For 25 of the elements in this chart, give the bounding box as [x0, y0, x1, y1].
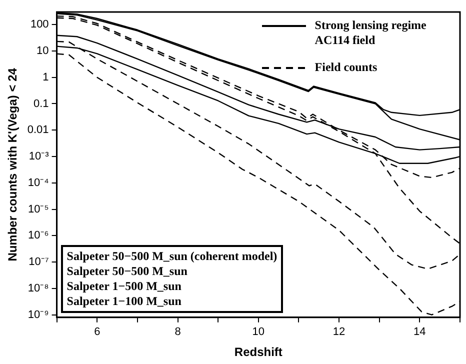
y-tick-label: 10⁻⁴: [28, 176, 50, 189]
y-tick-label: 10⁻⁹: [28, 308, 49, 321]
x-tick-label: 12: [332, 326, 346, 338]
annotation: Salpeter 50−500 M_sun: [66, 264, 188, 280]
y-tick-label: 10⁻⁵: [28, 203, 49, 216]
y-axis-title: Number counts with K'(Vega) < 24: [6, 68, 20, 262]
y-tick-label: 1: [42, 71, 49, 84]
y-tick-label: 10⁻⁶: [28, 230, 49, 242]
annotation: Field counts: [314, 60, 378, 75]
x-tick-label: 8: [174, 326, 181, 338]
x-tick-label: 14: [414, 326, 426, 338]
x-tick-label: 10: [252, 326, 265, 338]
y-tick-label: 0.01: [27, 124, 49, 136]
x-axis-title: Redshift: [234, 345, 282, 360]
annotation: Salpeter 1−100 M_sun: [66, 294, 182, 310]
y-tick-label: 10⁻³: [28, 150, 50, 163]
annotation: Salpeter 50−500 M_sun (coherent model): [66, 249, 278, 264]
y-tick-label: 10⁻⁷: [28, 256, 49, 268]
annotation: Strong lensing regime AC114 field: [314, 18, 426, 48]
y-tick-label: 10: [36, 45, 49, 58]
y-tick-label: 10⁻⁸: [28, 282, 49, 294]
annotation: Salpeter 1−500 M_sun: [66, 279, 182, 294]
y-tick-label: 0.1: [34, 98, 49, 110]
y-tick-label: 100: [30, 18, 49, 31]
x-tick-label: 6: [94, 326, 100, 338]
